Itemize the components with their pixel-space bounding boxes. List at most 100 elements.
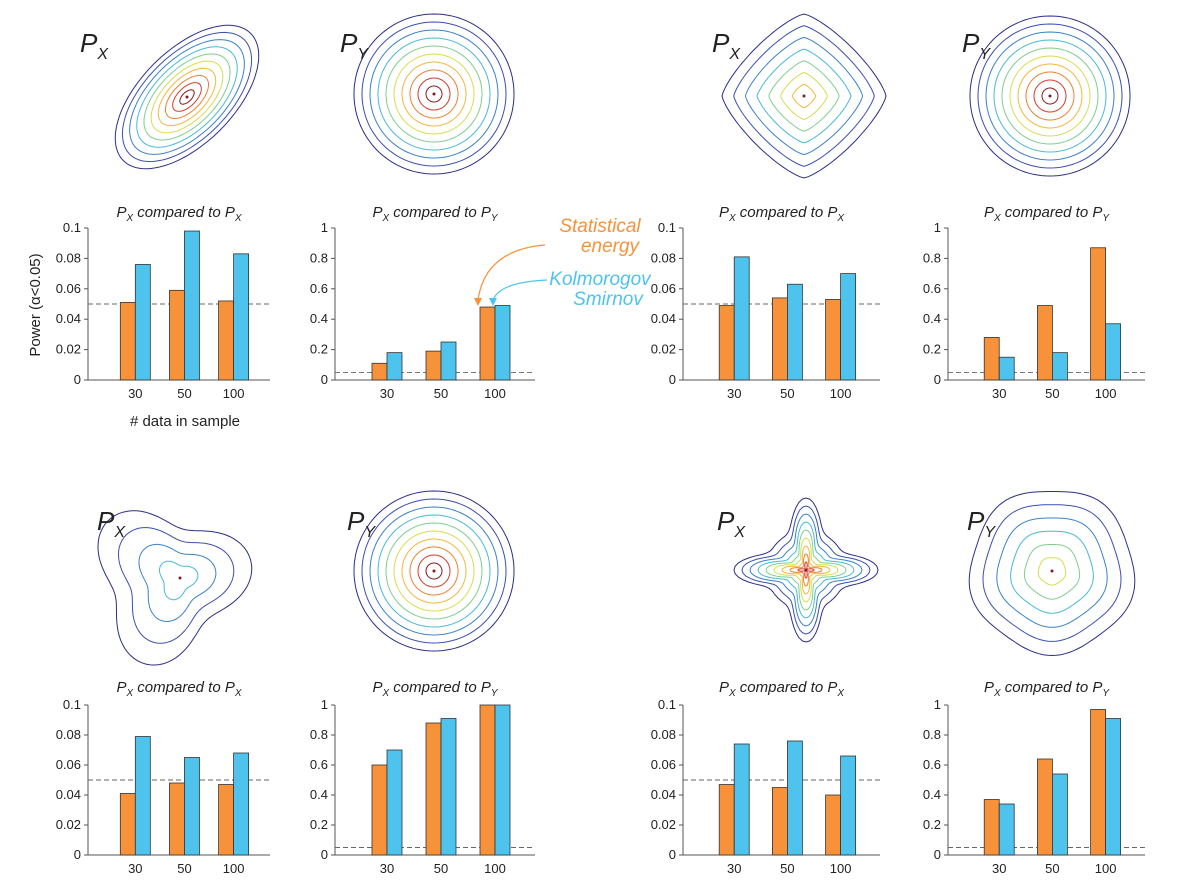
y-tick-label: 0.06: [651, 281, 676, 296]
y-tick-label: 0.6: [923, 281, 941, 296]
y-tick-label: 0.04: [651, 787, 676, 802]
y-tick-label: 0.1: [658, 697, 676, 712]
y-tick-label: 0: [669, 847, 676, 862]
bar-energy-30: [718, 784, 735, 856]
chart-title: PX compared to PY: [984, 204, 1110, 224]
legend-energy-line1: Statistical: [559, 216, 641, 237]
bar-energy-30: [119, 302, 136, 381]
y-tick-label: 1: [934, 220, 941, 235]
contour-line: [1037, 557, 1067, 586]
contour-line: [993, 39, 1107, 153]
contour-line: [977, 23, 1123, 169]
x-tick-label: 100: [484, 386, 506, 401]
y-tick-label: 0.2: [310, 342, 328, 357]
y-tick-label: 0.08: [56, 250, 81, 265]
contour-line: [377, 37, 491, 151]
contour-line: [765, 529, 847, 611]
bar-ks-30: [386, 749, 403, 856]
contour-line: [369, 29, 499, 159]
chart-title: PX compared to PY: [984, 679, 1110, 699]
x-tick-label: 100: [223, 861, 245, 876]
chart-panel-2: 0 0.2 0.4 0.6 0.8 1 30 50 100 PX compared to PY: [310, 204, 535, 401]
density-labels: PX PY PX PY PX PY PX PY: [80, 28, 996, 541]
y-tick-label: 0.1: [658, 220, 676, 235]
y-tick-label: 0.8: [923, 250, 941, 265]
chart-title: PX compared to PX: [116, 679, 241, 699]
x-tick-label: 30: [380, 386, 394, 401]
x-tick-label: 30: [128, 861, 142, 876]
contour-line: [1017, 63, 1083, 129]
y-tick-label: 0.2: [310, 817, 328, 832]
bar-ks-100: [840, 755, 856, 856]
bar-energy-100: [218, 300, 235, 381]
y-tick-label: 0.02: [56, 342, 81, 357]
contour-line: [129, 39, 245, 155]
contour-line: [1001, 47, 1099, 145]
y-tick-label: 0: [74, 847, 81, 862]
contour-8: [968, 491, 1136, 657]
contour-center: [802, 94, 806, 98]
contour-line: [721, 13, 887, 179]
x-tick-label: 30: [992, 861, 1006, 876]
contour-1: [114, 24, 260, 170]
chart-title: PX compared to PX: [719, 679, 844, 699]
contour-line: [179, 89, 195, 105]
bar-ks-50: [440, 718, 457, 856]
y-tick-label: 0.4: [923, 311, 941, 326]
contour-line: [409, 546, 459, 596]
bar-energy-50: [772, 297, 788, 381]
contour-line: [136, 46, 238, 148]
bar-ks-50: [787, 283, 803, 381]
density-label-3: PX: [712, 28, 741, 63]
y-tick-label: 0.8: [923, 727, 941, 742]
contour-line: [393, 530, 475, 612]
legend-ks-arrowhead: [489, 298, 497, 306]
x-tick-label: 50: [177, 386, 191, 401]
legend-energy-line2: energy: [581, 236, 641, 257]
contour-line: [121, 31, 253, 163]
chart-panel-4: 0 0.2 0.4 0.6 0.8 1 30 50 100 PX compared to PY: [923, 204, 1145, 401]
x-tick-label: 30: [128, 386, 142, 401]
x-tick-label: 100: [1095, 386, 1117, 401]
y-tick-label: 0.08: [56, 727, 81, 742]
contour-line: [1023, 544, 1081, 600]
bar-energy-30: [119, 793, 136, 856]
contour-line: [733, 497, 879, 643]
contour-line: [733, 25, 875, 167]
y-tick-label: 0.6: [310, 757, 328, 772]
x-tick-label: 50: [1045, 386, 1059, 401]
contour-line: [361, 498, 507, 644]
x-tick-label: 30: [992, 386, 1006, 401]
chart-title: PX compared to PX: [116, 204, 241, 224]
contour-center: [432, 92, 436, 96]
contour-line: [157, 67, 217, 127]
y-tick-label: 0.06: [56, 281, 81, 296]
density-label-8: PY: [967, 506, 996, 541]
contour-line: [741, 505, 871, 635]
y-tick-label: 0.1: [63, 220, 81, 235]
bar-energy-50: [425, 350, 442, 381]
bar-ks-50: [1052, 352, 1068, 381]
chart-panel-8: 0 0.2 0.4 0.6 0.8 1 30 50 100 PX compared to PY: [923, 679, 1145, 876]
bar-energy-100: [825, 299, 841, 381]
y-tick-label: 0.02: [651, 817, 676, 832]
y-tick-label: 0.02: [56, 817, 81, 832]
x-tick-label: 100: [830, 386, 852, 401]
x-tick-label: 100: [1095, 861, 1117, 876]
bar-energy-100: [1090, 709, 1106, 856]
y-tick-label: 0.2: [923, 342, 941, 357]
y-tick-label: 0.4: [310, 311, 328, 326]
bar-ks-100: [840, 273, 856, 381]
bar-ks-30: [733, 743, 750, 856]
bar-energy-50: [169, 782, 185, 856]
contour-7: [733, 497, 879, 643]
contour-line: [744, 36, 864, 156]
y-axis-label: Power (α<0.05): [27, 253, 44, 356]
y-tick-label: 0.04: [56, 787, 81, 802]
y-tick-label: 0.8: [310, 250, 328, 265]
bar-energy-100: [1090, 247, 1106, 381]
density-label-7: PX: [717, 506, 746, 541]
contour-center: [804, 568, 808, 572]
contour-line: [791, 83, 817, 109]
